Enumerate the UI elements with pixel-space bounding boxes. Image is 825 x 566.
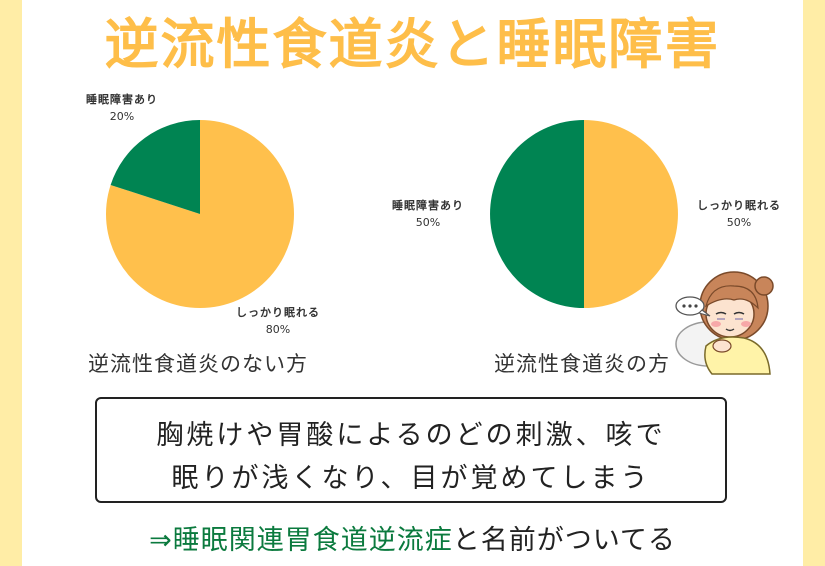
pie2-label-sleep-disorder-value: 50% [415, 216, 441, 229]
pie2-caption: 逆流性食道炎の方 [494, 352, 670, 376]
pie1-label-sleep-disorder-value: 20% [109, 110, 135, 123]
pie1-label-sleep-well: しっかり眠れる 80% [236, 304, 320, 338]
pie2-label-sleep-disorder-name: 睡眠障害あり [392, 199, 464, 212]
pie2-label-sleep-disorder: 睡眠障害あり 50% [392, 197, 464, 231]
pie2-slice-sleep-well [584, 120, 678, 308]
pie2-label-sleep-well: しっかり眠れる 50% [697, 197, 781, 231]
right-decorative-bar [803, 0, 825, 566]
conclusion-arrow: ⇒ [149, 525, 173, 556]
page-title: 逆流性食道炎と睡眠障害 [104, 13, 721, 76]
pie-chart-no-reflux [105, 120, 294, 308]
pie2-label-sleep-well-name: しっかり眠れる [697, 199, 781, 212]
pie2-label-sleep-well-value: 50% [726, 216, 752, 229]
conclusion-term: 睡眠関連胃食道逆流症 [172, 525, 453, 556]
explanation-box: 胸焼けや胃酸によるのどの刺激、咳で 眠りが浅くなり、目が覚めてしまう [95, 397, 727, 503]
pie1-label-sleep-disorder: 睡眠障害あり 20% [86, 91, 158, 125]
pie1-slice-sleep-well [105, 120, 294, 308]
pie-chart-reflux [490, 120, 678, 308]
conclusion-rest: と名前がついてる [452, 525, 676, 556]
pie1-caption: 逆流性食道炎のない方 [88, 352, 308, 376]
sleepy-girl-icon [675, 271, 774, 375]
pie1-label-sleep-disorder-name: 睡眠障害あり [86, 93, 158, 106]
conclusion-text: ⇒睡眠関連胃食道逆流症と名前がついてる [0, 518, 825, 557]
pie1-label-sleep-well-name: しっかり眠れる [236, 306, 320, 319]
pie1-slice-sleep-disorder [110, 120, 200, 214]
explanation-line-2: 眠りが浅くなり、目が覚めてしまう [171, 463, 651, 494]
pie1-label-sleep-well-value: 80% [265, 323, 291, 336]
pie2-slice-sleep-disorder [490, 120, 584, 308]
left-decorative-bar [0, 0, 22, 566]
explanation-line-1: 胸焼けや胃酸によるのどの刺激、咳で [156, 420, 666, 451]
